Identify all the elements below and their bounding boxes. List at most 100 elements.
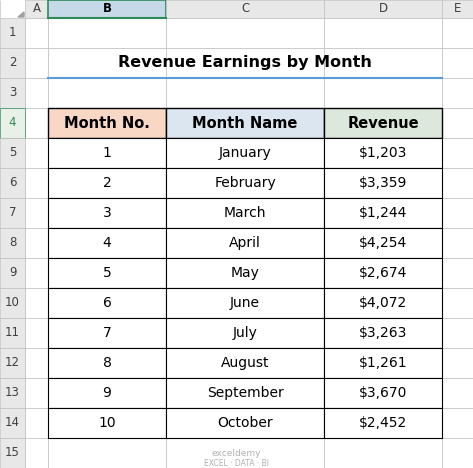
Bar [48,0,166,18]
Text: $1,244: $1,244 [359,206,407,220]
Bar [48,348,166,378]
Bar [166,258,324,288]
Bar [166,378,324,408]
Bar [166,18,324,48]
Text: B: B [103,2,112,15]
Bar [442,228,473,258]
Bar [0,228,25,258]
Bar [442,48,473,78]
Bar [0,378,25,408]
Bar [442,348,473,378]
Bar [48,228,166,258]
Bar [25,18,48,48]
Bar [166,288,324,318]
Bar [48,138,166,168]
Bar [442,258,473,288]
Bar [166,348,324,378]
Bar [324,438,442,468]
Bar [166,0,324,18]
Bar [166,318,324,348]
Bar [166,78,324,108]
Text: 4: 4 [9,117,16,130]
Text: 10: 10 [5,297,20,309]
Bar [166,408,324,438]
Bar [166,48,324,78]
Bar [48,288,166,318]
Bar [166,318,324,348]
Bar [324,348,442,378]
Text: March: March [224,206,266,220]
Text: $2,452: $2,452 [359,416,407,430]
Bar [48,18,166,48]
Bar [25,408,48,438]
Bar [48,438,166,468]
Bar [324,168,442,198]
Bar [25,228,48,258]
Bar [442,378,473,408]
Bar [324,228,442,258]
Bar [25,348,48,378]
Text: 2: 2 [103,176,111,190]
Bar [442,318,473,348]
Bar [324,318,442,348]
Bar [324,138,442,168]
Bar [166,168,324,198]
Bar [324,198,442,228]
Bar [442,438,473,468]
Bar [166,378,324,408]
Text: $1,261: $1,261 [359,356,407,370]
Bar [0,168,25,198]
Text: 12: 12 [5,357,20,370]
Bar [166,288,324,318]
Text: 1: 1 [9,27,16,39]
Bar [48,168,166,198]
Bar [0,318,25,348]
Text: $4,072: $4,072 [359,296,407,310]
Bar [0,198,25,228]
Bar [166,108,324,138]
Text: April: April [229,236,261,250]
Bar [48,408,166,438]
Bar [324,258,442,288]
Bar [442,198,473,228]
Polygon shape [18,12,24,17]
Bar [442,138,473,168]
Bar [0,408,25,438]
Bar [324,138,442,168]
Bar [442,288,473,318]
Text: 7: 7 [103,326,111,340]
Bar [48,318,166,348]
Text: $2,674: $2,674 [359,266,407,280]
Bar [324,18,442,48]
Bar [442,108,473,138]
Bar [0,78,25,108]
Bar [25,78,48,108]
Text: $3,263: $3,263 [359,326,407,340]
Bar [48,108,166,138]
Bar [324,258,442,288]
Text: 9: 9 [9,266,16,279]
Bar [48,108,166,138]
Bar [324,378,442,408]
Bar [48,198,166,228]
Text: 5: 5 [9,146,16,160]
Text: EXCEL · DATA · BI: EXCEL · DATA · BI [204,459,269,468]
Bar [25,198,48,228]
Text: August: August [221,356,269,370]
Text: A: A [33,2,41,15]
Text: Revenue Earnings by Month: Revenue Earnings by Month [118,56,372,71]
Text: May: May [230,266,259,280]
Text: 8: 8 [103,356,112,370]
Bar [0,48,25,78]
Bar [48,378,166,408]
Bar [324,108,442,138]
Bar [25,138,48,168]
Bar [25,258,48,288]
Bar [0,108,25,138]
Bar [25,318,48,348]
Bar [324,288,442,318]
Text: 13: 13 [5,387,20,400]
Bar [0,348,25,378]
Bar [48,168,166,198]
Bar [166,228,324,258]
